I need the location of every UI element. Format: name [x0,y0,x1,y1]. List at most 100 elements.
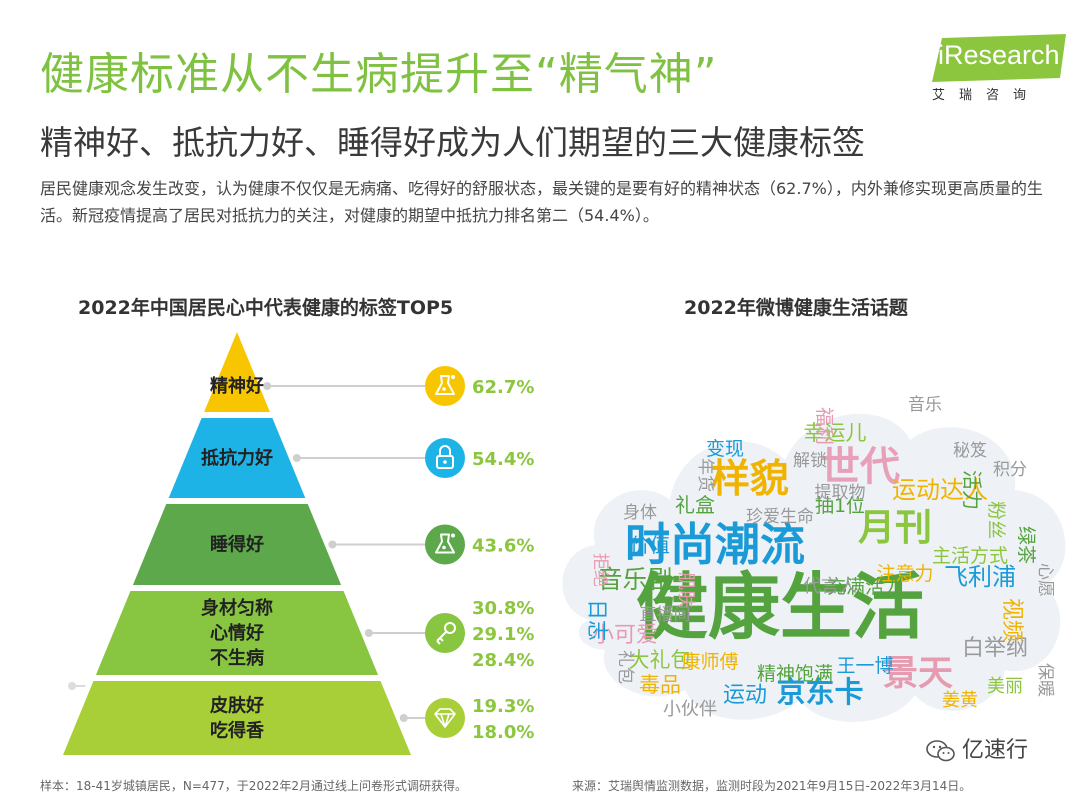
wordcloud-word: 福利 [813,407,835,445]
wordcloud-word: 样貌 [711,457,789,502]
wordcloud-word: 健康生活 [636,565,924,649]
wordcloud-word: 视频 [999,598,1024,642]
wechat-icon [926,740,955,762]
page-description: 居民健康观念发生改变，认为健康不仅仅是无病痛、吃得好的舒服状态，最关键的是要有好… [40,179,1043,225]
flask-bubble [451,375,455,379]
wordcloud-word: 日志 [585,599,609,641]
icon-badge [425,366,465,406]
key-icon [425,613,465,653]
lock-icon [425,438,465,478]
lock-shackle [439,445,451,456]
page-title: 健康标准从不生病提升至“精气神” [40,49,718,100]
tier-value-label: 43.6% [472,536,534,557]
wordcloud-word: 白举纲 [962,636,1028,661]
sample-note: 样本：18-41岁城镇居民，N=477，于2022年2月通过线上问卷形式调研获得… [40,779,467,793]
wordcloud-word: 京东卡 [776,675,863,709]
wordcloud-word: 大礼包 [629,648,692,672]
wordcloud-word: 音乐剧 [597,565,672,594]
cloud-background-shape [562,413,1066,722]
lock-keyhole [443,460,447,464]
wordcloud-word: 毒品 [639,673,681,697]
wordcloud-word: 幸运儿 [804,421,867,445]
flask-icon [425,524,465,565]
tier-value-label: 30.8% [472,598,534,619]
wordcloud-word: 提取物 [815,483,866,503]
tier-label: 心情好 [210,622,264,644]
wordcloud-word: 王一博 [836,655,893,677]
pyramid-tier-1: 精神好 62.7% [204,332,534,412]
wordcloud-word: 精神饱满 [757,663,833,685]
iresearch-logo: iResearch 艾瑞咨询 [928,34,1068,104]
tier-label: 身材匀称 [201,597,273,619]
wordcloud-word: 身体 [623,503,657,523]
wordcloud-word: 肌肤 [675,572,696,608]
pyramid-tier-shape [132,504,342,585]
flask-bubble [442,545,446,550]
tier-label: 不生病 [210,647,264,669]
wordcloud-word: 秘笈 [953,441,987,461]
wordcloud-word: 小可爱 [592,623,658,648]
logo-shape-icon [932,34,1066,82]
wordcloud-word: 积分 [993,460,1027,480]
pyramid-tier-2: 抵抗力好 54.4% [168,418,534,498]
wordcloud-word: 变现 [706,438,744,460]
source-note: 来源：艾瑞舆情监测数据，监测时段为2021年9月15日-2022年3月14日。 [572,779,972,793]
wordcloud-word: 音乐 [908,395,942,415]
wordcloud-word: 活力 [960,470,984,510]
tier-value-label: 62.7% [472,377,534,398]
tier-value-label: 28.4% [472,650,534,671]
wordcloud-word: 绿茶 [1015,526,1037,564]
guide-dot [68,682,76,690]
watermark-text: 亿速行 [962,738,1029,763]
wordcloud-word: 价值 [630,533,670,557]
key-head [444,622,456,634]
wordcloud-word: 时尚潮流 [625,518,805,571]
wordcloud-word: 拒绝 [590,553,610,587]
wordcloud-word: 景天 [883,654,953,694]
wordcloud-word: 运动 [723,683,767,708]
tier-label: 皮肤好 [210,695,264,717]
wordcloud-word: 粉丝 [985,501,1007,539]
wordcloud-word: 康师傅 [681,651,738,673]
leader-dot [364,629,373,637]
pyramid-tier-shape [168,418,306,498]
logo-text: iResearch [938,40,1060,70]
wordcloud-word: 主活方式 [932,545,1008,567]
tier-value-label: 29.1% [472,624,534,645]
leader-dot [399,714,408,722]
wordcloud-word: 运动达人 [892,476,988,504]
wordcloud-word: 代言人 [803,576,857,597]
tier-value-label: 54.4% [472,449,534,470]
leader-dot [292,454,301,462]
wordcloud-word: 注意力 [876,563,933,585]
wordcloud-word: 解锁 [793,451,827,471]
wordcloud-word: 心愿 [1035,563,1055,597]
tier-label: 吃得香 [210,720,265,742]
wordcloud-word: 美丽 [987,676,1023,697]
logo-subtitle: 艾瑞咨询 [932,88,1041,103]
wordcloud-word: 月刊 [858,506,932,549]
wordcloud-word: 姜黄 [942,690,978,711]
tier-label: 精神好 [210,375,264,397]
page-subtitle: 精神好、抵抗力好、睡得好成为人们期望的三大健康标签 [40,123,865,162]
flask-bubble [442,387,446,391]
pyramid-tier-shape [63,681,411,755]
flask-icon [425,366,465,406]
pyramid-chart-title: 2022年中国居民心中代表健康的标签TOP5 [78,297,454,319]
diamond-icon [425,698,465,738]
wordcloud-chart-title: 2022年微博健康生活话题 [684,297,908,319]
wordcloud-word: 直播间 [640,605,691,625]
wordcloud-word: 抽1位 [815,495,865,517]
wordcloud-word: 年货 [695,458,715,492]
wordcloud-word: 充满活力 [827,576,903,598]
leader-dot [263,382,272,390]
wordcloud-word: 飞利浦 [944,563,1016,591]
wordcloud-word: 珍爱生命 [746,507,814,527]
wordcloud-word: 世代 [820,444,900,490]
pyramid-tier-shape [95,591,379,675]
flask-outline [435,375,455,395]
